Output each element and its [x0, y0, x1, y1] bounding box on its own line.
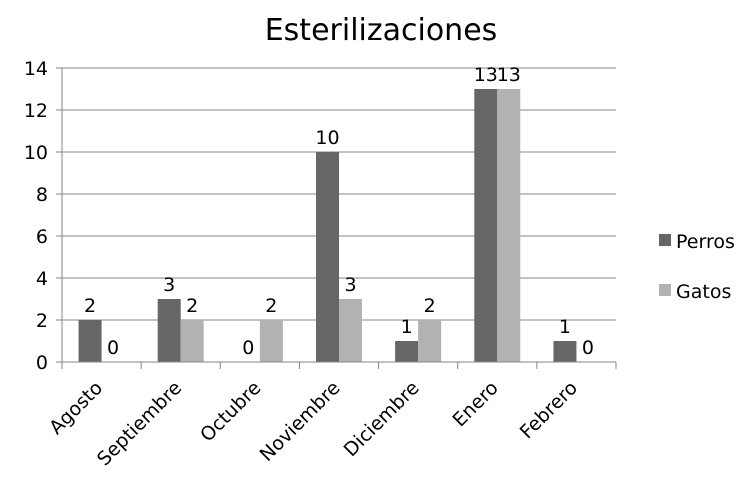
legend: Perros Gatos	[659, 231, 735, 303]
y-tick-label: 0	[36, 352, 48, 374]
bar-gatos	[259, 320, 283, 362]
data-label: 10	[315, 127, 339, 149]
data-label: 1	[401, 316, 413, 338]
data-label: 2	[186, 295, 198, 317]
bar-perros	[157, 299, 181, 362]
bar-perros	[78, 320, 102, 362]
x-tick-label: Febrero	[516, 377, 582, 443]
y-tick-label: 6	[36, 226, 48, 248]
legend-label-gatos: Gatos	[676, 281, 731, 303]
y-tick-label: 4	[36, 268, 48, 290]
data-label: 2	[424, 295, 436, 317]
data-label: 0	[107, 337, 119, 359]
bars	[78, 89, 577, 362]
bar-gatos	[339, 299, 362, 362]
data-label: 13	[474, 64, 498, 86]
y-tick-label: 12	[24, 100, 48, 122]
data-label: 2	[265, 295, 277, 317]
y-tick-labels: 0 2 4 6 8 10 12 14	[24, 58, 48, 374]
bar-perros	[395, 341, 419, 362]
bar-gatos	[497, 89, 521, 362]
x-tick-label: Noviembre	[256, 377, 345, 466]
y-tick-label: 10	[24, 142, 48, 164]
legend-swatch-perros	[659, 234, 671, 246]
x-tick-label: Octubre	[196, 377, 265, 446]
y-tick-label: 14	[24, 58, 48, 80]
data-label: 3	[344, 274, 356, 296]
y-tick-label: 8	[36, 184, 48, 206]
x-tick-label: Enero	[449, 377, 503, 431]
bar-perros	[316, 152, 339, 362]
data-label: 1	[559, 316, 571, 338]
bar-gatos	[180, 320, 204, 362]
x-tick-label: Septiembre	[93, 377, 186, 470]
legend-label-perros: Perros	[676, 231, 735, 253]
bar-perros	[474, 89, 498, 362]
legend-swatch-gatos	[659, 284, 671, 296]
axes	[56, 67, 617, 369]
data-label: 2	[84, 295, 96, 317]
data-label: 3	[163, 274, 175, 296]
data-label: 0	[582, 337, 594, 359]
x-tick-label: Agosto	[45, 377, 107, 439]
data-label: 13	[497, 64, 521, 86]
y-tick-label: 2	[36, 310, 48, 332]
data-label: 0	[242, 337, 254, 359]
bar-gatos	[418, 320, 442, 362]
bar-perros	[553, 341, 577, 362]
x-tick-label: Diciembre	[340, 377, 424, 461]
chart-title: Esterilizaciones	[265, 13, 498, 48]
